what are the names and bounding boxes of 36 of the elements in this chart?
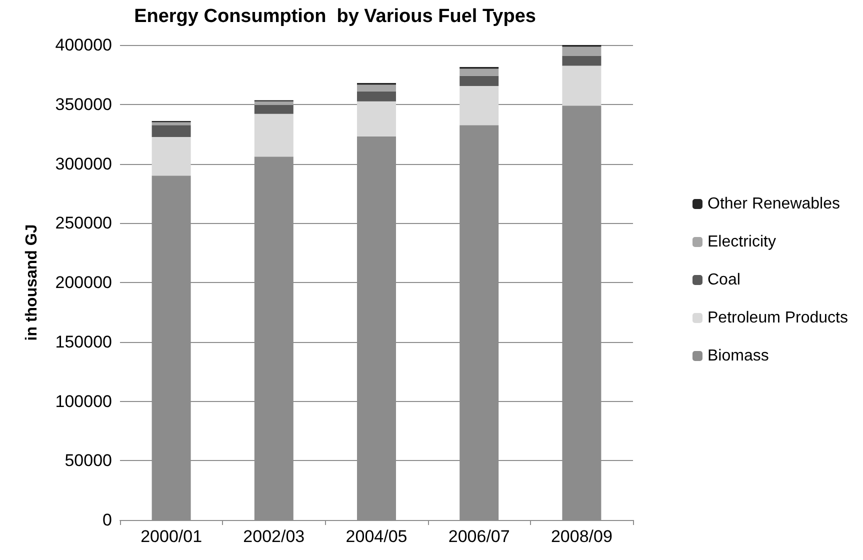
y-axis-title: in thousand GJ bbox=[24, 224, 40, 341]
bar bbox=[460, 68, 499, 76]
x-tick-label: 2006/07 bbox=[448, 527, 510, 546]
bar bbox=[562, 46, 602, 56]
y-tick-label: 200000 bbox=[55, 273, 112, 292]
legend-label: Coal bbox=[707, 272, 740, 288]
bar bbox=[152, 137, 191, 176]
bar bbox=[357, 101, 396, 136]
bar bbox=[152, 125, 191, 138]
y-tick-label: 350000 bbox=[55, 94, 112, 114]
x-tick-label: 2008/09 bbox=[550, 527, 612, 546]
legend-label: Electricity bbox=[707, 234, 776, 250]
bar bbox=[152, 122, 191, 126]
y-tick-label: 250000 bbox=[55, 214, 112, 233]
bar bbox=[254, 114, 294, 157]
y-tick-label: 0 bbox=[102, 510, 112, 530]
bar bbox=[460, 76, 499, 86]
bar bbox=[357, 91, 396, 102]
bar bbox=[357, 84, 396, 92]
y-tick-label: 50000 bbox=[64, 451, 112, 470]
bar bbox=[254, 101, 294, 105]
legend-label: Biomass bbox=[707, 348, 769, 364]
x-tick-label: 2002/03 bbox=[243, 527, 305, 546]
x-tick-label: 2000/01 bbox=[140, 527, 202, 546]
bar bbox=[460, 86, 499, 126]
legend-label: Other Renewables bbox=[707, 196, 840, 212]
bar bbox=[254, 104, 294, 114]
bar bbox=[562, 66, 602, 106]
x-tick-label: 2004/05 bbox=[346, 527, 408, 546]
chart-title: Energy Consumption by Various Fuel Types bbox=[134, 6, 536, 27]
legend-label: Petroleum Products bbox=[707, 310, 848, 326]
y-tick-label: 300000 bbox=[55, 154, 112, 174]
y-tick-label: 400000 bbox=[55, 36, 112, 54]
y-tick-label: 150000 bbox=[55, 332, 112, 352]
bar bbox=[562, 56, 602, 66]
y-tick-label: 100000 bbox=[55, 392, 112, 411]
